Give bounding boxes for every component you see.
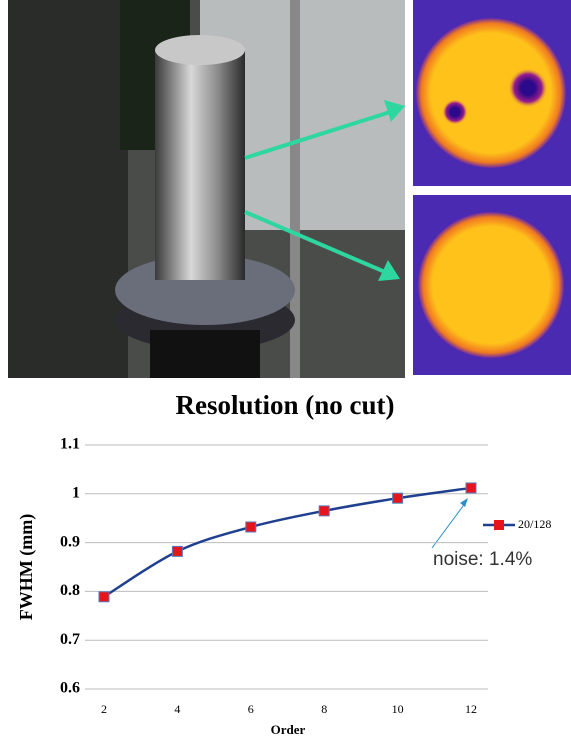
x-tick-label: 6 — [248, 702, 254, 716]
marker — [172, 546, 182, 556]
x-tick-label: 4 — [174, 702, 180, 716]
marker — [319, 506, 329, 516]
y-tick-label: 0.6 — [60, 680, 80, 697]
chart-title: Resolution (no cut) — [175, 390, 394, 420]
figure: Resolution (no cut) FWHM (mm) Order nois… — [0, 0, 571, 742]
x-tick-label: 8 — [321, 702, 327, 716]
y-tick-label: 1 — [72, 484, 80, 501]
image-holes — [413, 0, 571, 186]
x-tick-label: 12 — [465, 702, 477, 716]
legend-marker — [494, 520, 504, 530]
marker — [99, 592, 109, 602]
legend-label: 20/128 — [518, 517, 551, 531]
marker — [246, 522, 256, 532]
marker — [466, 483, 476, 493]
x-tick-label: 10 — [392, 702, 404, 716]
y-axis-label: FWHM (mm) — [16, 514, 37, 620]
y-tick-label: 0.8 — [60, 582, 80, 599]
x-tick-label: 2 — [101, 702, 107, 716]
annotation: noise: 1.4% — [433, 549, 532, 570]
y-tick-label: 0.9 — [60, 533, 80, 550]
photo — [8, 0, 405, 378]
y-tick-label: 0.7 — [60, 631, 80, 648]
marker — [393, 493, 403, 503]
image-uniform — [413, 195, 571, 375]
y-tick-label: 1.1 — [60, 436, 80, 453]
x-axis-label: Order — [271, 722, 306, 737]
